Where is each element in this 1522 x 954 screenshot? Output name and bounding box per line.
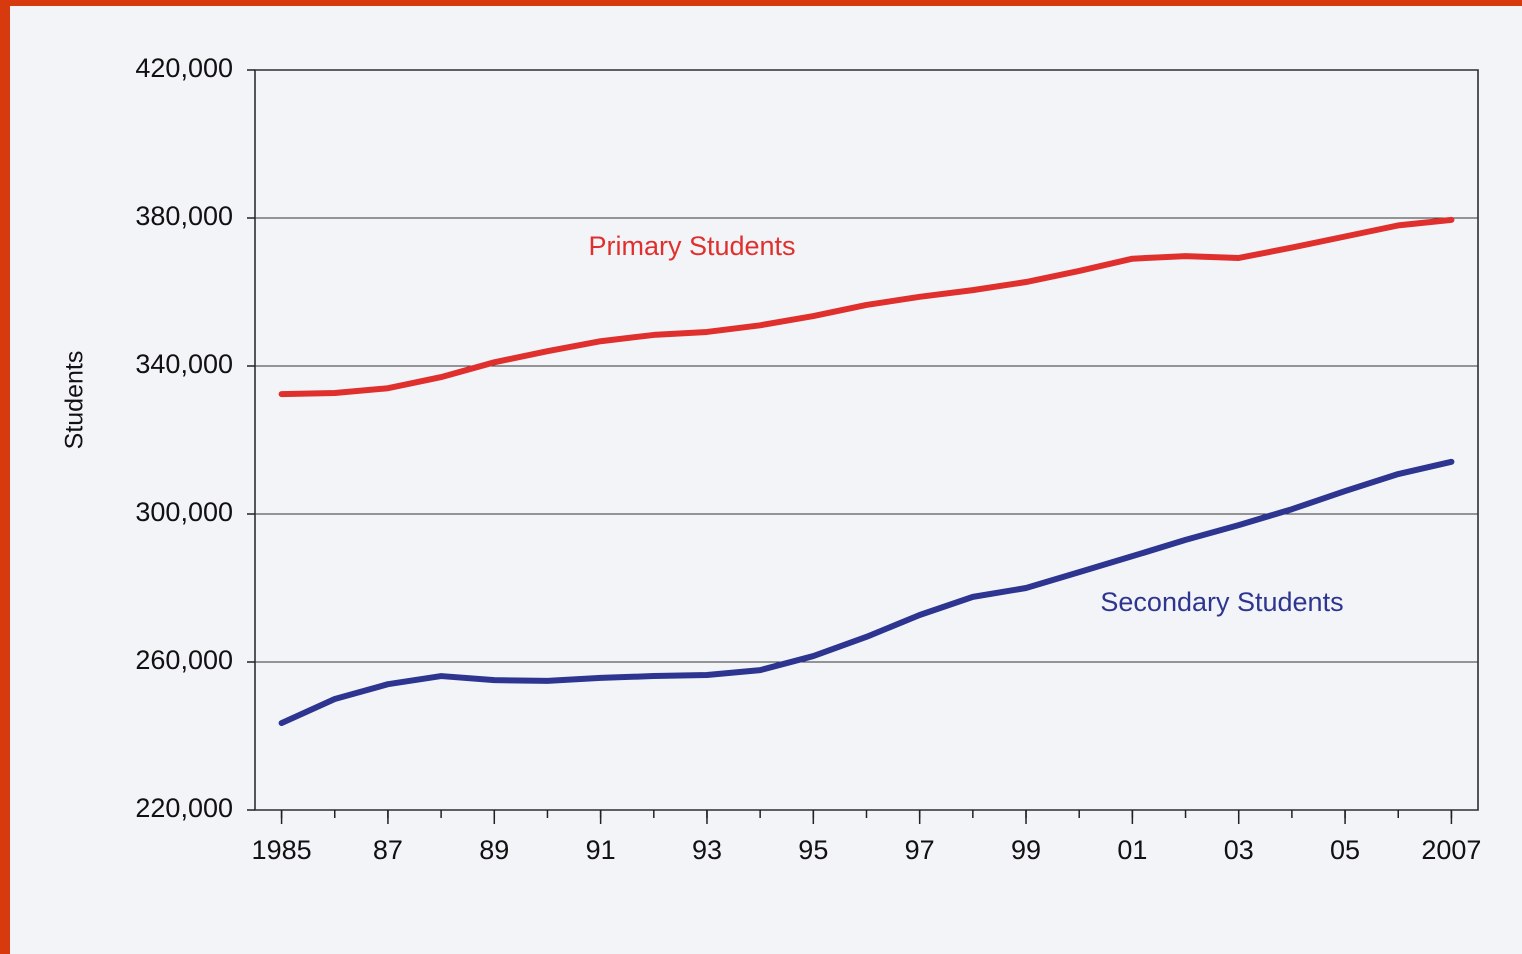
y-tick-label: 380,000 [135,201,233,231]
background [10,6,1522,954]
series-label: Primary Students [588,231,795,261]
x-tick-label: 05 [1330,835,1360,865]
y-tick-label: 220,000 [135,793,233,823]
y-tick-label: 260,000 [135,645,233,675]
series-label: Secondary Students [1100,587,1343,617]
x-tick-label: 95 [798,835,828,865]
x-tick-label: 2007 [1421,835,1481,865]
y-tick-label: 300,000 [135,497,233,527]
y-tick-label: 420,000 [135,53,233,83]
x-tick-label: 89 [479,835,509,865]
x-tick-label: 03 [1224,835,1254,865]
x-tick-label: 91 [586,835,616,865]
y-axis-label: Students [61,351,89,450]
y-tick-label: 340,000 [135,349,233,379]
data-line [278,216,1455,398]
x-tick-label: 93 [692,835,722,865]
data-line [278,458,1455,727]
x-tick-label: 87 [373,835,403,865]
x-tick-label: 97 [905,835,935,865]
x-tick-label: 01 [1117,835,1147,865]
x-tick-label: 99 [1011,835,1041,865]
x-tick-label: 1985 [252,835,312,865]
